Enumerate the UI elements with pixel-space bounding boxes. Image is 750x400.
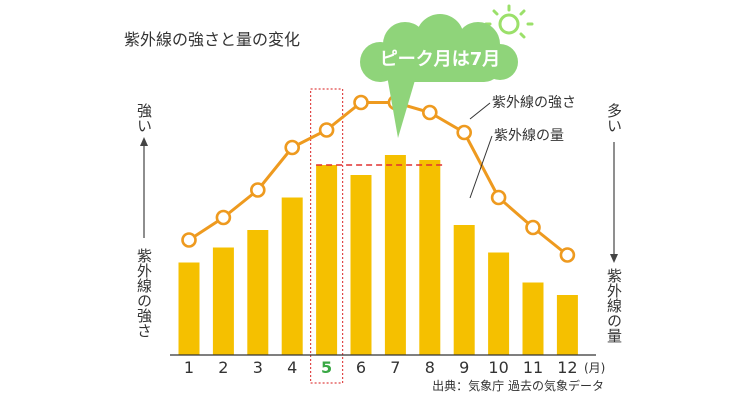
line-series-label: 紫外線の強さ — [492, 95, 576, 111]
line-series — [181, 94, 576, 263]
bar-4 — [281, 197, 303, 355]
x-tick-12: 12 — [557, 358, 577, 377]
callout: ピーク月は7月 — [360, 4, 534, 138]
line-point-12 — [559, 247, 576, 263]
x-tick-3: 3 — [253, 358, 263, 377]
bar-5 — [316, 165, 338, 355]
line-point-8 — [421, 104, 438, 121]
line-series-label-pointer — [469, 102, 491, 120]
left-axis-bottom-label: 紫外線の強さ — [135, 248, 153, 338]
chart-title: 紫外線の強さと量の変化 — [124, 30, 300, 49]
line-point-10 — [490, 189, 507, 206]
bar-series — [178, 155, 578, 355]
highlight-box — [310, 88, 344, 384]
x-unit-label: (月) — [584, 361, 605, 375]
x-tick-10: 10 — [488, 358, 508, 377]
line-point-5 — [318, 122, 335, 138]
right-axis-top-label: 多い — [605, 103, 623, 133]
line-point-4 — [284, 139, 301, 156]
bar-7 — [384, 155, 406, 355]
line-path — [188, 101, 569, 257]
left-axis-top-label: 強い — [135, 103, 153, 133]
line-point-1 — [181, 232, 197, 248]
source-note: 出典：気象庁 過去の気象データ — [432, 378, 604, 393]
right-axis-label: 多い 紫外線の量 — [605, 103, 623, 343]
sun-icon — [484, 4, 534, 39]
x-tick-5: 5 — [321, 358, 332, 377]
line-point-2 — [215, 209, 232, 226]
bar-11 — [522, 282, 544, 355]
x-tick-2: 2 — [218, 358, 228, 377]
bar-6 — [350, 175, 372, 355]
x-tick-9: 9 — [459, 358, 469, 377]
bar-10 — [488, 252, 510, 355]
x-tick-1: 1 — [184, 358, 194, 377]
right-axis-arrow-head — [610, 254, 618, 263]
left-axis-label: 強い 紫外線の強さ — [135, 103, 153, 338]
line-point-11 — [525, 219, 541, 236]
line-point-9 — [456, 124, 473, 141]
x-tick-11: 11 — [523, 358, 543, 377]
bar-series-label-pointer — [469, 135, 493, 199]
highlight-group — [310, 88, 344, 384]
bar-series-label: 紫外線の量 — [494, 128, 564, 144]
x-tick-4: 4 — [287, 358, 297, 377]
x-tick-labels: 1 2 3 4 5 6 7 8 9 10 11 12 — [184, 358, 578, 377]
bar-8 — [419, 160, 441, 355]
left-axis-arrow-head — [140, 137, 148, 146]
line-point-6 — [353, 94, 369, 111]
callout-text: ピーク月は7月 — [380, 49, 501, 70]
right-axis-bottom-label: 紫外線の量 — [605, 268, 623, 343]
x-tick-6: 6 — [356, 358, 366, 377]
bar-12 — [556, 295, 578, 355]
bar-2 — [212, 247, 234, 355]
x-tick-8: 8 — [425, 358, 435, 377]
bar-9 — [453, 225, 475, 355]
callout-cloud — [360, 14, 518, 138]
x-tick-7: 7 — [390, 358, 400, 377]
bar-1 — [178, 262, 200, 355]
bar-3 — [247, 230, 269, 355]
line-point-3 — [249, 182, 266, 198]
